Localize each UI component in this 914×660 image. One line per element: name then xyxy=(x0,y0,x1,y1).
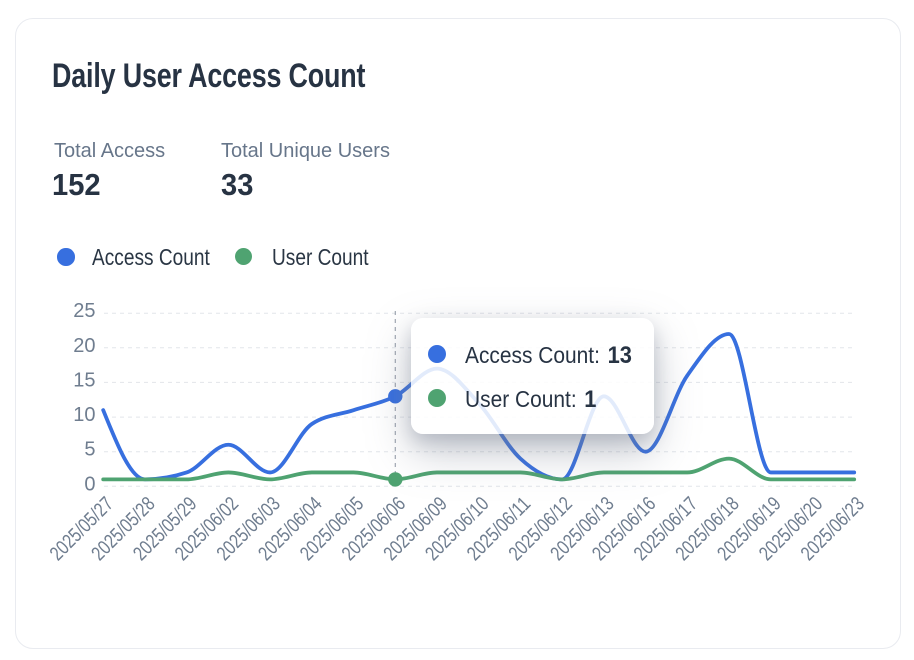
svg-text:20: 20 xyxy=(73,335,95,357)
svg-text:25: 25 xyxy=(73,300,95,322)
svg-text:0: 0 xyxy=(84,473,95,495)
svg-text:5: 5 xyxy=(84,439,95,461)
svg-text:15: 15 xyxy=(73,369,95,391)
svg-text:10: 10 xyxy=(73,404,95,426)
